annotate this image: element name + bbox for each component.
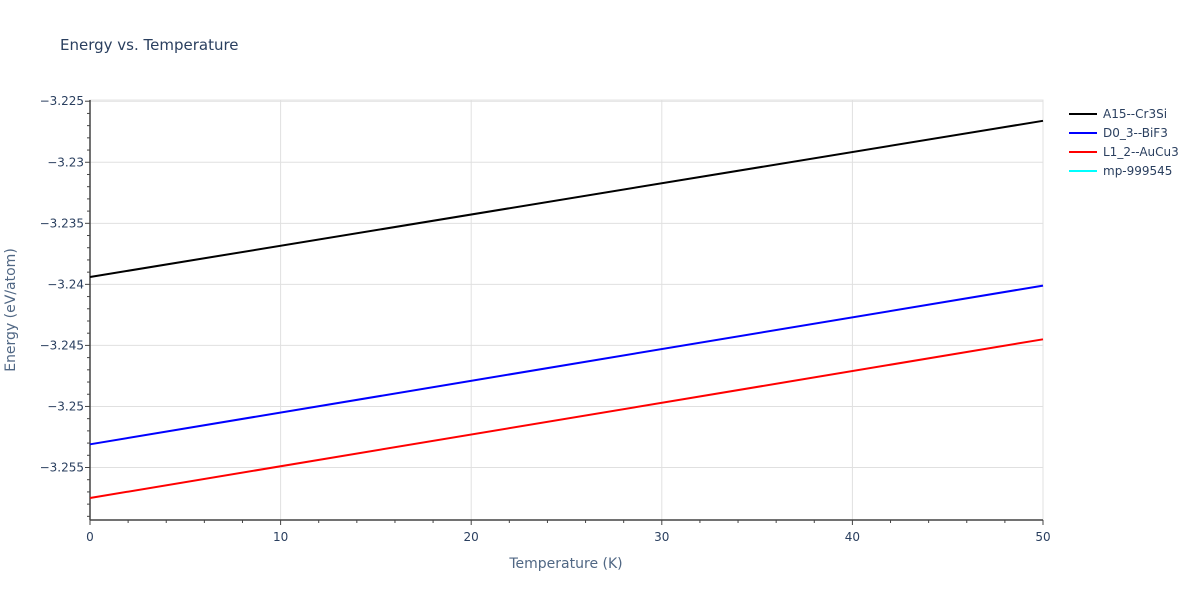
x-tick-label: 10 bbox=[273, 530, 288, 544]
tick-labels: 0 10 20 30 40 50 −3.225 −3.23 −3.235 −3.24 −3.245 −… bbox=[40, 94, 1051, 544]
y-tick-label: −3.245 bbox=[40, 338, 84, 352]
y-tick-label: −3.225 bbox=[40, 94, 84, 108]
legend-label: mp-999545 bbox=[1103, 164, 1172, 178]
y-axis-title: Energy (eV/atom) bbox=[3, 248, 19, 372]
x-tick-label: 30 bbox=[654, 530, 669, 544]
axes bbox=[85, 100, 1044, 525]
legend-label: A15--Cr3Si bbox=[1103, 107, 1167, 121]
y-tick-label: −3.24 bbox=[47, 277, 84, 291]
legend-item[interactable]: L1_2--AuCu3 bbox=[1069, 145, 1179, 159]
x-axis-title: Temperature (K) bbox=[508, 556, 622, 572]
legend: A15--Cr3Si D0_3--BiF3 L1_2--AuCu3 mp-999545 bbox=[1069, 107, 1179, 178]
y-tick-label: −3.25 bbox=[47, 399, 84, 413]
legend-label: L1_2--AuCu3 bbox=[1103, 145, 1179, 159]
legend-item[interactable]: A15--Cr3Si bbox=[1069, 107, 1167, 121]
series-line bbox=[89, 284, 1044, 446]
x-tick-label: 50 bbox=[1035, 530, 1050, 544]
x-tick-label: 40 bbox=[845, 530, 860, 544]
x-tick-label: 20 bbox=[464, 530, 479, 544]
legend-item[interactable]: D0_3--BiF3 bbox=[1069, 126, 1168, 140]
y-tick-label: −3.255 bbox=[40, 461, 84, 475]
x-tick-label: 0 bbox=[86, 530, 94, 544]
y-tick-label: −3.23 bbox=[47, 155, 84, 169]
chart-title: Energy vs. Temperature bbox=[60, 36, 239, 54]
legend-item[interactable]: mp-999545 bbox=[1069, 164, 1172, 178]
series-line bbox=[89, 119, 1044, 278]
series-line bbox=[89, 338, 1044, 499]
legend-label: D0_3--BiF3 bbox=[1103, 126, 1168, 140]
plot-area bbox=[89, 119, 1044, 499]
y-tick-label: −3.235 bbox=[40, 216, 84, 230]
